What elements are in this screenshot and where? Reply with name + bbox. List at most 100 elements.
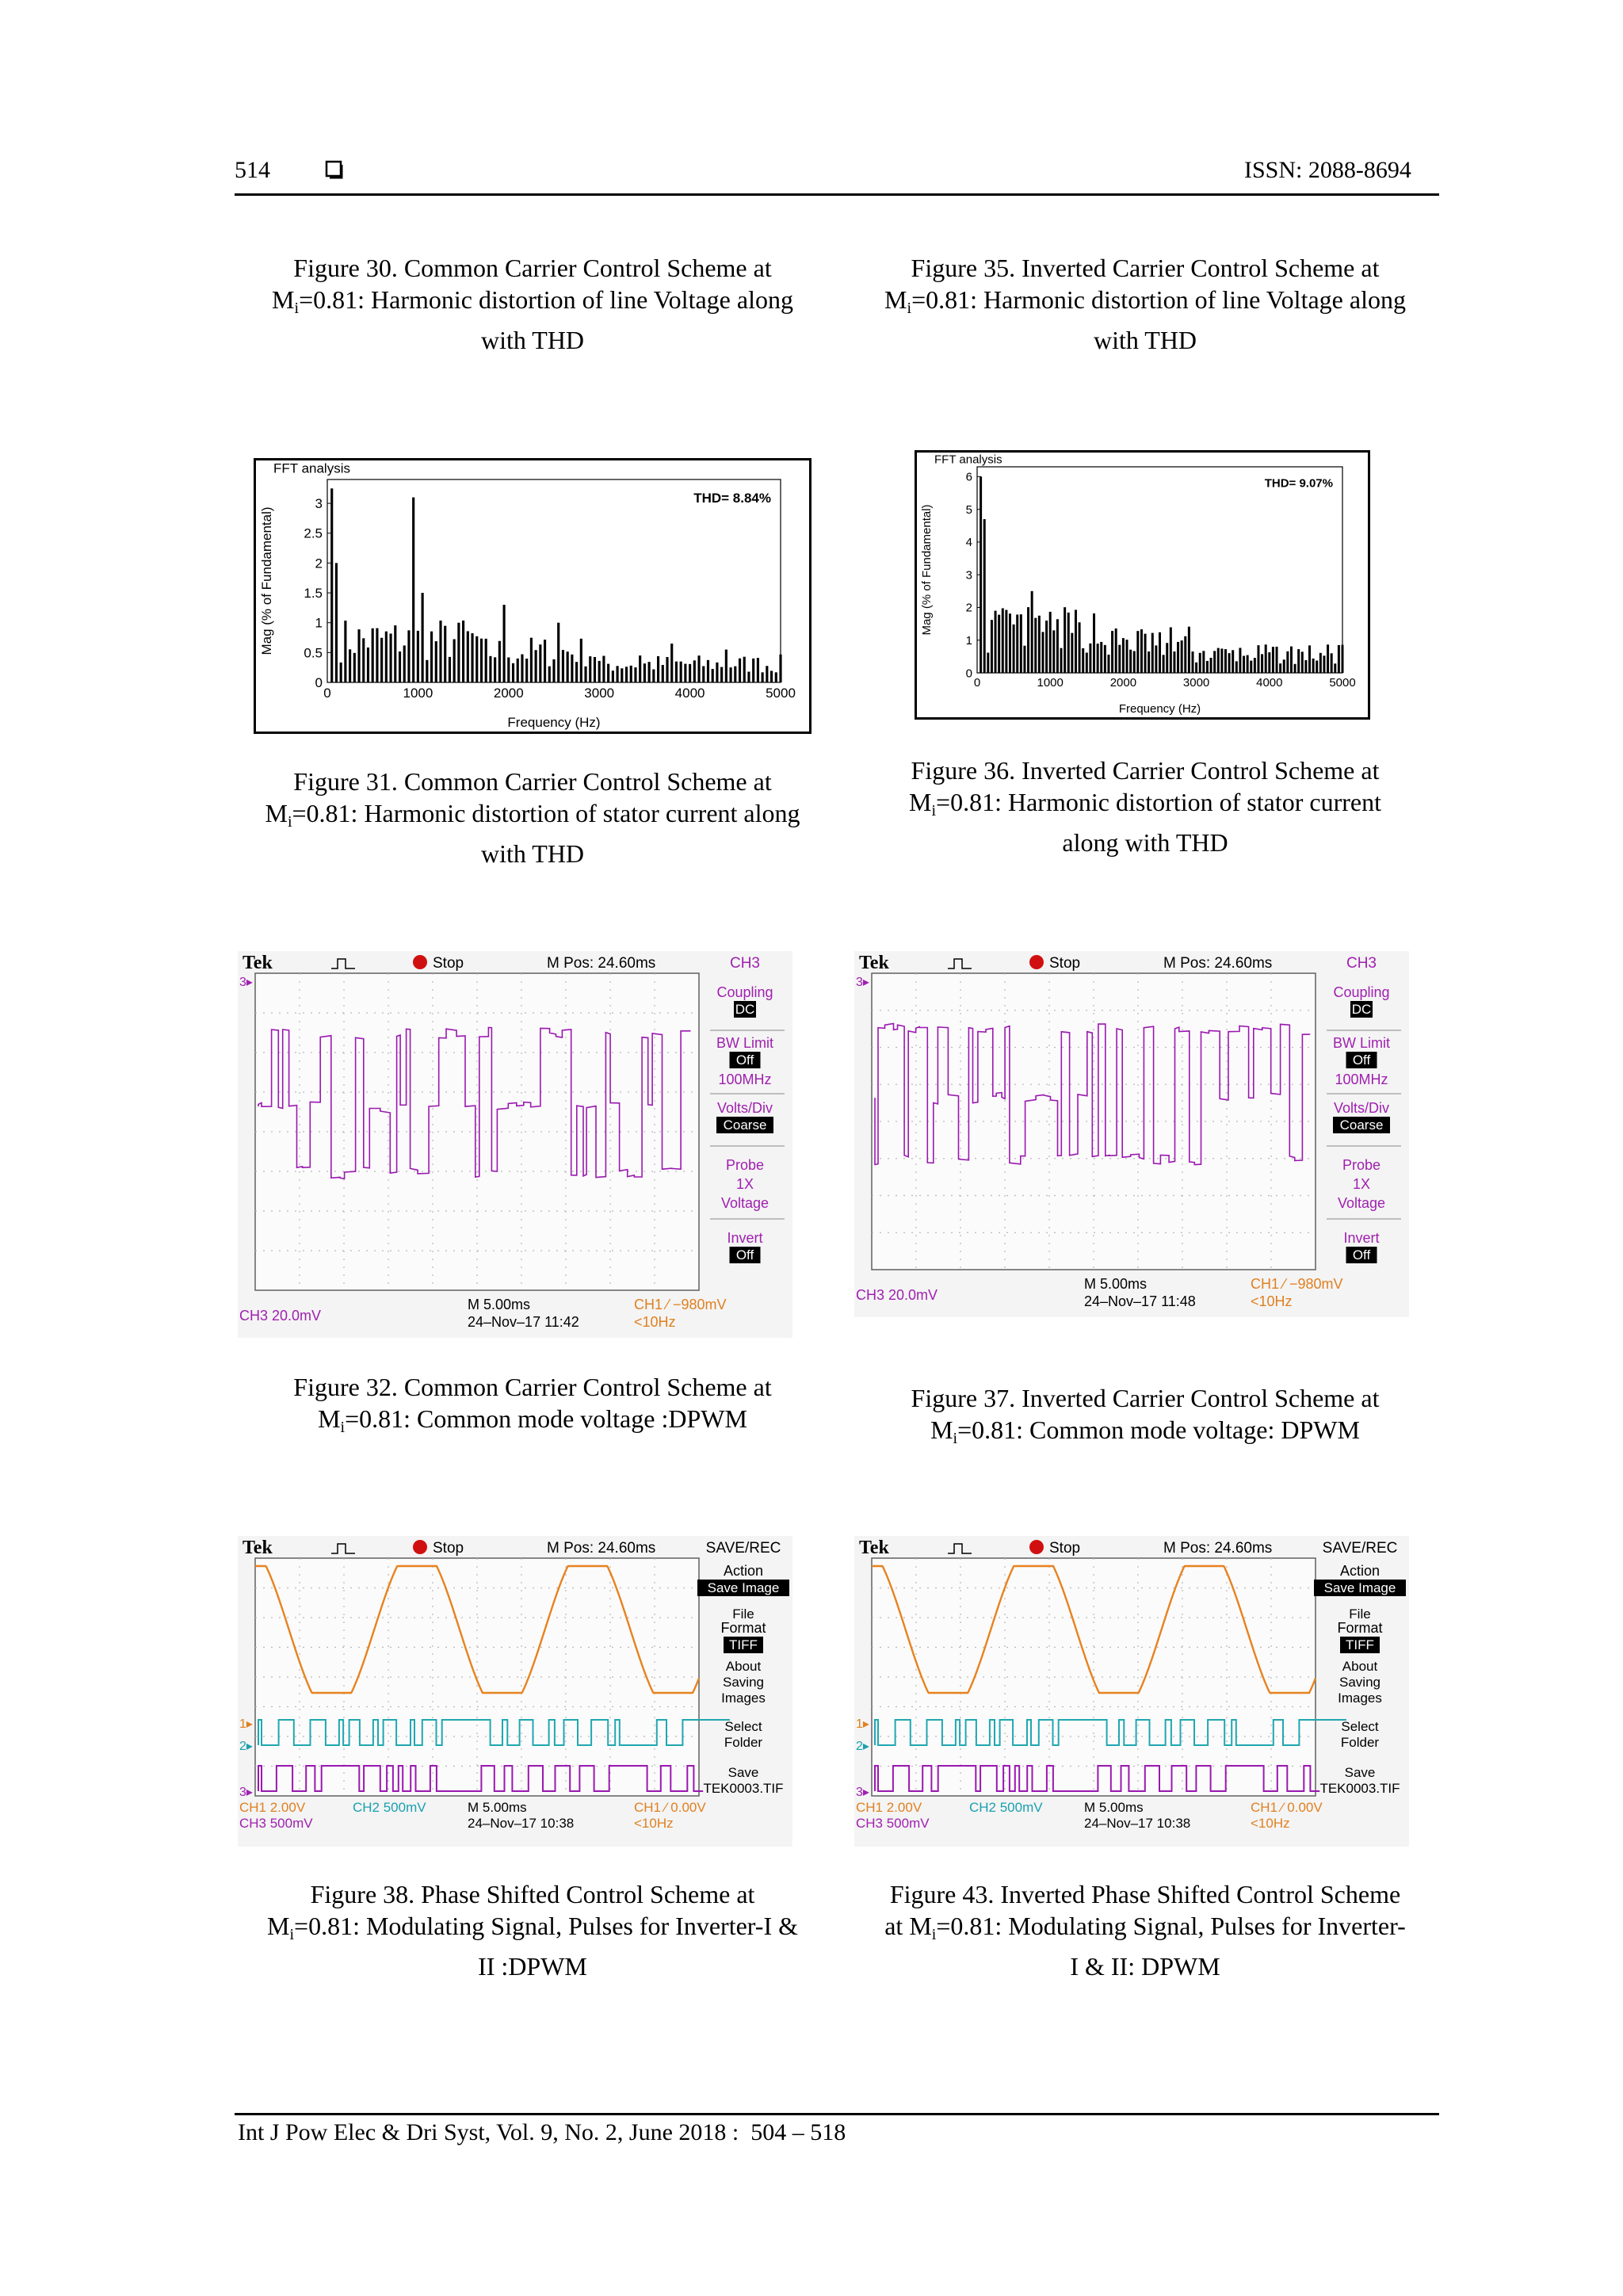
- fft-bar: [376, 628, 379, 682]
- fft-bar: [1023, 645, 1026, 673]
- ch3-common-mode-trace: [258, 1026, 691, 1180]
- fft-bar: [1001, 608, 1004, 673]
- date-time-readout: 24–Nov–17 11:48: [1084, 1293, 1196, 1309]
- fft-bar: [629, 665, 632, 682]
- ch2-ground-marker: 2▸: [239, 1740, 253, 1753]
- fft-bar: [426, 659, 429, 682]
- fft-bar: [738, 658, 742, 682]
- fft-bar: [511, 663, 515, 682]
- fft-bar: [548, 666, 551, 682]
- fft-bar: [1067, 612, 1070, 673]
- menu-save-label: Save: [728, 1765, 759, 1780]
- ch2-ground-marker: 2▸: [856, 1740, 869, 1753]
- caption-figure-32: Figure 32. Common Carrier Control Scheme…: [293, 1373, 772, 1436]
- ch1-scale-readout: CH1 2.00V: [856, 1800, 922, 1815]
- trigger-frequency-readout: <10Hz: [1251, 1293, 1293, 1309]
- trigger-pulse-icon: [948, 958, 972, 969]
- fft-bar: [1250, 660, 1253, 673]
- y-tick-label: 0.5: [304, 645, 323, 660]
- timebase-readout: M 5.00ms: [468, 1800, 527, 1815]
- date-time-readout: 24–Nov–17 10:38: [1084, 1816, 1190, 1831]
- fft-bar: [1293, 663, 1296, 673]
- fft-bar: [1103, 644, 1106, 673]
- x-tick-label: 2000: [494, 686, 524, 701]
- ch1-ground-marker: 1▸: [856, 1717, 869, 1731]
- fft-bar: [1316, 660, 1319, 673]
- menu-save-label: Save: [1345, 1765, 1376, 1780]
- menu-select-1: Select: [1341, 1719, 1379, 1734]
- fft-bar: [761, 672, 764, 682]
- m-pos-readout: M Pos: 24.60ms: [1163, 1540, 1272, 1557]
- ch3-common-mode-trace: [874, 1022, 1311, 1166]
- caption-figure-35: Figure 35. Inverted Carrier Control Sche…: [884, 254, 1406, 354]
- stop-indicator-icon: [1029, 955, 1044, 969]
- fft-bar: [720, 667, 724, 682]
- x-tick-label: 4000: [1256, 676, 1282, 690]
- fft-bar: [384, 631, 388, 682]
- fft-bar: [602, 655, 605, 682]
- thd-annotation: THD= 8.84%: [693, 491, 771, 506]
- fft-bar: [1224, 649, 1227, 673]
- fft-bar: [684, 663, 687, 682]
- fft-bar: [1202, 651, 1205, 673]
- fft-bar: [1257, 645, 1260, 673]
- fft-bar: [1155, 645, 1158, 673]
- ch1-modulating-signal: [255, 1564, 701, 1694]
- scope-figure-43: Tek Stop M Pos: 24.60ms SAVE/REC 1▸ 2▸ 3▸ Actio…: [854, 1536, 1409, 1847]
- fft-bar: [1151, 632, 1154, 673]
- menu-item-extra: 100MHz: [718, 1072, 771, 1087]
- menu-title: CH3: [730, 955, 760, 972]
- fft-bar: [616, 666, 619, 682]
- menu-value-box: [716, 1117, 773, 1133]
- menu-value-box: [1350, 1001, 1373, 1018]
- fft-bar: [1173, 651, 1176, 673]
- fft-bar: [1239, 648, 1242, 673]
- header-rule: [235, 193, 1439, 196]
- menu-value-box: [1346, 1052, 1377, 1068]
- trigger-frequency-readout: <10Hz: [634, 1816, 674, 1831]
- x-tick-label: 0: [323, 686, 330, 701]
- menu-about-1: About: [1342, 1659, 1378, 1674]
- footer-citation: Int J Pow Elec & Dri Syst, Vol. 9, No. 2…: [238, 2119, 846, 2145]
- menu-about-3: Images: [721, 1690, 766, 1706]
- menu-probe-type: Voltage: [721, 1195, 769, 1211]
- fft-bar: [670, 644, 674, 682]
- fft-bar: [1246, 655, 1249, 673]
- fft-bar: [1271, 647, 1274, 673]
- menu-select-1: Select: [724, 1719, 762, 1734]
- fft-bar: [1191, 651, 1194, 673]
- ch2-scale-readout: CH2 500mV: [969, 1800, 1043, 1815]
- fft-bar: [1100, 641, 1103, 673]
- fft-bar: [983, 519, 986, 673]
- timebase-readout: M 5.00ms: [1084, 1276, 1147, 1292]
- fft-bar: [1052, 630, 1056, 673]
- menu-value-box: [1340, 1637, 1380, 1653]
- ch3-ground-marker: 3▸: [239, 1786, 253, 1799]
- fft-bar: [453, 639, 456, 682]
- fft-bar: [1300, 651, 1304, 673]
- fft-bar: [589, 656, 592, 682]
- menu-item-value: Save Image: [1324, 1580, 1396, 1595]
- fft-bar: [349, 649, 352, 682]
- fft-bar: [334, 563, 338, 682]
- fft-bar: [611, 670, 614, 682]
- fft-bar: [774, 672, 777, 682]
- fft-bar: [1327, 644, 1330, 673]
- fft-bar: [525, 659, 529, 682]
- fft-bar: [489, 655, 492, 682]
- menu-item-label: Format: [1337, 1620, 1382, 1636]
- fft-bar: [666, 657, 669, 682]
- ch3-pulse-train: [874, 1765, 1320, 1792]
- fft-bar: [344, 621, 347, 682]
- fft-bar: [362, 638, 365, 682]
- fft-bars: [330, 488, 782, 682]
- fft-bar: [729, 667, 732, 682]
- m-pos-readout: M Pos: 24.60ms: [547, 955, 655, 972]
- fft-bar: [444, 625, 447, 682]
- scope-grid-dots: [872, 1558, 1316, 1796]
- fft-bar: [475, 636, 479, 682]
- menu-value-box: [1314, 1580, 1406, 1596]
- fft-bar: [1056, 619, 1059, 673]
- fft-bar: [1334, 663, 1337, 673]
- fft-bars: [980, 476, 1344, 673]
